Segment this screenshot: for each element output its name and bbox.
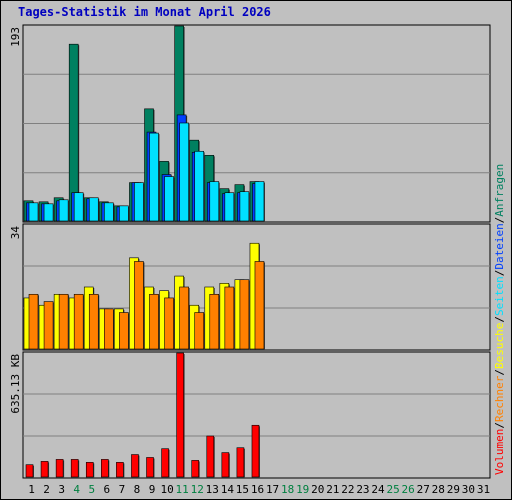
- legend-entry: Rechner: [493, 375, 506, 422]
- x-tick-label: 1: [28, 483, 35, 496]
- legend-entry: Dateien: [493, 223, 506, 269]
- bar-rechner-day-4: [73, 293, 85, 350]
- x-tick-label: 13: [206, 483, 219, 496]
- x-tick-label: 11: [176, 483, 189, 496]
- bar-volumen-day-15: [236, 447, 245, 478]
- bar-volumen-day-9: [146, 457, 155, 478]
- bar-rechner-day-14: [224, 286, 235, 350]
- bar-rechner-day-1: [28, 293, 39, 350]
- x-tick-label: 3: [58, 483, 65, 496]
- chart-panel-1: 193: [9, 24, 491, 223]
- bar-seiten-day-7: [119, 205, 130, 222]
- x-tick-label: 14: [221, 483, 235, 496]
- y-axis-max-label: 34: [9, 226, 22, 240]
- bar-rechner-day-10: [164, 297, 175, 350]
- x-tick-label: 10: [160, 483, 173, 496]
- bar-rechner-day-9: [149, 293, 160, 350]
- bar-volumen-day-16: [251, 424, 260, 478]
- y-axis-max-label: 635.13 KB: [9, 354, 22, 414]
- x-tick-label: 19: [296, 483, 309, 496]
- bar-seiten-day-4: [73, 192, 85, 222]
- x-tick-label: 29: [447, 483, 460, 496]
- bar-seiten-day-14: [224, 192, 235, 222]
- bar-seiten-day-1: [28, 202, 39, 222]
- bar-volumen-day-10: [161, 448, 170, 478]
- bar-rechner-day-15: [239, 279, 250, 350]
- legend-entry: /: [493, 369, 506, 376]
- bar-seiten-day-16: [254, 181, 265, 222]
- x-tick-label: 12: [191, 483, 204, 496]
- bar-volumen-day-14: [221, 452, 230, 478]
- legend-entry: /: [493, 270, 506, 277]
- bar-volumen-day-2: [40, 461, 50, 478]
- x-tick-label: 2: [43, 483, 50, 496]
- bar-volumen-day-13: [206, 435, 215, 478]
- x-tick-label: 16: [251, 483, 264, 496]
- x-tick-label: 8: [134, 483, 141, 496]
- bar-seiten-day-2: [43, 203, 55, 222]
- bar-seiten-day-12: [194, 150, 205, 222]
- x-tick-label: 23: [356, 483, 369, 496]
- x-tick-label: 15: [236, 483, 249, 496]
- bar-rechner-day-6: [104, 308, 115, 350]
- bar-rechner-day-11: [179, 286, 190, 350]
- bar-rechner-day-8: [134, 261, 145, 350]
- x-tick-label: 9: [149, 483, 156, 496]
- x-tick-label: 27: [417, 483, 430, 496]
- x-tick-label: 4: [73, 483, 80, 496]
- x-tick-label: 17: [266, 483, 279, 496]
- bar-rechner-day-7: [119, 312, 130, 350]
- bar-seiten-day-9: [149, 132, 160, 222]
- x-tick-label: 22: [341, 483, 354, 496]
- x-tick-label: 28: [432, 483, 445, 496]
- legend-entry: /: [493, 316, 506, 323]
- bar-volumen-day-8: [131, 454, 140, 478]
- bar-volumen-day-7: [116, 462, 125, 478]
- bar-seiten-day-13: [209, 181, 220, 222]
- x-tick-label: 20: [311, 483, 324, 496]
- legend-entry: /: [493, 217, 506, 224]
- bar-rechner-day-16: [254, 261, 265, 350]
- bar-rechner-day-5: [88, 293, 100, 350]
- chart-legend: Volumen/Rechner/Besuche/Seiten/Dateien/A…: [493, 164, 506, 475]
- x-tick-label: 24: [371, 483, 385, 496]
- bar-rechner-day-12: [194, 312, 205, 350]
- x-tick-label: 6: [104, 483, 111, 496]
- bar-volumen-day-4: [70, 459, 80, 478]
- bar-seiten-day-6: [104, 202, 115, 222]
- x-tick-label: 7: [119, 483, 126, 496]
- bar-volumen-day-11: [176, 352, 185, 478]
- x-tick-label: 26: [402, 483, 415, 496]
- chart-title: Tages-Statistik im Monat April 2026: [18, 5, 271, 19]
- x-tick-label: 5: [88, 483, 95, 496]
- chart-panel-3: 635.13 KB: [9, 351, 491, 479]
- bar-rechner-day-3: [58, 293, 70, 350]
- bar-seiten-day-3: [58, 199, 70, 222]
- bar-rechner-day-2: [43, 301, 55, 350]
- bar-seiten-day-8: [134, 182, 145, 222]
- bar-volumen-day-1: [25, 464, 34, 478]
- x-tick-label: 31: [477, 483, 490, 496]
- legend-entry: /: [493, 422, 506, 429]
- bar-seiten-day-15: [239, 191, 250, 222]
- legend-entry: Anfragen: [493, 164, 506, 217]
- x-tick-label: 30: [462, 483, 475, 496]
- bar-seiten-day-5: [88, 197, 100, 222]
- bar-volumen-day-6: [101, 459, 110, 478]
- legend-entry: Volumen: [493, 429, 506, 475]
- bar-seiten-day-10: [164, 176, 175, 222]
- legend-entry: Besuche: [493, 323, 506, 369]
- y-axis-max-label: 193: [9, 27, 22, 47]
- bar-rechner-day-13: [209, 293, 220, 350]
- x-tick-label: 21: [326, 483, 339, 496]
- chart-panel-2: 34: [9, 223, 491, 351]
- bar-seiten-day-11: [179, 122, 190, 222]
- x-tick-label: 25: [386, 483, 399, 496]
- x-tick-label: 18: [281, 483, 294, 496]
- bar-volumen-day-12: [191, 460, 200, 478]
- legend-entry: Seiten: [493, 276, 506, 316]
- bar-volumen-day-3: [55, 459, 65, 478]
- bar-volumen-day-5: [85, 462, 95, 478]
